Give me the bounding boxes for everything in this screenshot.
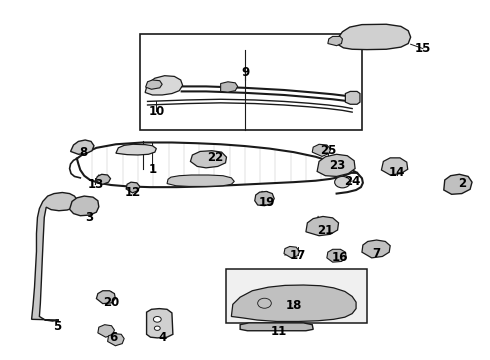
Polygon shape — [312, 144, 331, 157]
Polygon shape — [306, 216, 339, 236]
Text: 4: 4 — [158, 332, 166, 345]
Text: 5: 5 — [53, 320, 62, 333]
Text: 1: 1 — [148, 163, 156, 176]
Text: 17: 17 — [290, 248, 306, 261]
Text: . .: . . — [291, 299, 297, 305]
Polygon shape — [116, 144, 156, 155]
Polygon shape — [71, 140, 94, 154]
Text: 21: 21 — [317, 224, 334, 237]
Polygon shape — [97, 291, 116, 303]
Text: 7: 7 — [372, 247, 381, 260]
Text: 13: 13 — [87, 178, 103, 191]
Polygon shape — [31, 193, 77, 321]
Polygon shape — [126, 182, 140, 193]
Text: 9: 9 — [241, 66, 249, 79]
Text: 22: 22 — [207, 151, 223, 165]
Polygon shape — [70, 196, 99, 216]
Text: 12: 12 — [125, 186, 141, 199]
Polygon shape — [167, 175, 234, 186]
Circle shape — [153, 316, 161, 322]
Bar — [225, 269, 367, 323]
Text: 16: 16 — [332, 251, 348, 264]
Polygon shape — [240, 323, 313, 331]
Text: 14: 14 — [389, 166, 405, 179]
Polygon shape — [191, 151, 226, 168]
Polygon shape — [444, 174, 472, 194]
Polygon shape — [328, 36, 343, 46]
Polygon shape — [98, 325, 115, 337]
Polygon shape — [345, 91, 360, 104]
Polygon shape — [338, 24, 411, 50]
Polygon shape — [327, 249, 346, 262]
Text: 3: 3 — [85, 211, 93, 224]
Polygon shape — [284, 247, 299, 258]
Polygon shape — [381, 158, 408, 175]
Text: 10: 10 — [148, 104, 165, 118]
Text: 6: 6 — [109, 331, 118, 344]
Polygon shape — [146, 80, 162, 89]
Text: 8: 8 — [79, 146, 87, 159]
Polygon shape — [220, 82, 238, 92]
Polygon shape — [362, 240, 390, 258]
Polygon shape — [317, 154, 355, 176]
Text: 11: 11 — [271, 325, 287, 338]
Polygon shape — [147, 309, 173, 338]
Polygon shape — [108, 334, 124, 346]
Text: 18: 18 — [286, 299, 302, 312]
Text: 20: 20 — [103, 296, 119, 309]
Text: 19: 19 — [259, 195, 275, 209]
Text: 2: 2 — [458, 177, 466, 190]
Circle shape — [154, 326, 160, 330]
Polygon shape — [255, 192, 274, 206]
Circle shape — [335, 176, 350, 188]
Polygon shape — [231, 285, 356, 321]
Text: 15: 15 — [415, 42, 431, 55]
Polygon shape — [96, 174, 111, 184]
Polygon shape — [145, 76, 183, 95]
Text: 25: 25 — [319, 144, 336, 157]
Text: 24: 24 — [344, 175, 360, 188]
Text: 23: 23 — [329, 159, 346, 172]
Bar — [140, 33, 362, 130]
